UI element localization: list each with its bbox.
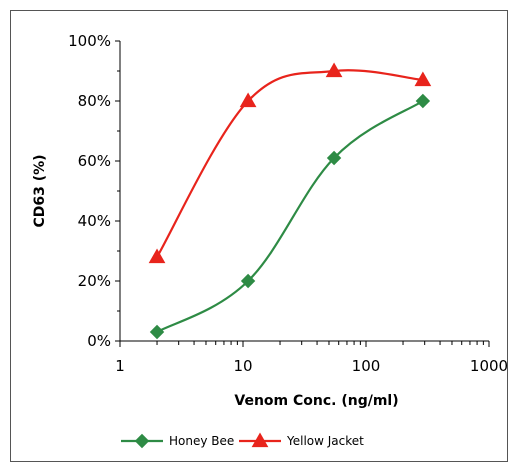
x-axis-ticks: 1 10 100 1000 — [115, 341, 508, 375]
legend: Honey Bee Yellow Jacket — [121, 432, 364, 449]
series-layer — [148, 62, 432, 340]
legend-marker — [251, 432, 269, 448]
honey-bee-line — [156, 100, 424, 333]
y-tick-label: 20% — [78, 272, 111, 290]
legend-item-honey-bee: Honey Bee — [121, 433, 234, 449]
y-tick-label: 60% — [78, 152, 111, 170]
x-tick-label: 1000 — [470, 357, 507, 375]
yellow-jacket-point — [239, 92, 257, 108]
legend-label: Yellow Jacket — [286, 434, 364, 448]
yellow-jacket-point — [325, 62, 343, 78]
y-axis-title: CD63 (%) — [32, 154, 48, 227]
y-tick-label: 0% — [87, 332, 111, 350]
honey-bee-point — [240, 273, 256, 289]
x-tick-label: 1 — [115, 357, 125, 375]
legend-marker — [134, 433, 150, 449]
y-tick-label: 100% — [68, 32, 111, 50]
series-honey-bee — [149, 93, 431, 340]
honey-bee-point — [415, 93, 431, 109]
legend-label: Honey Bee — [169, 434, 234, 448]
y-tick-label: 80% — [78, 92, 111, 110]
yellow-jacket-line — [156, 69, 423, 258]
x-tick-label: 10 — [233, 357, 252, 375]
series-yellow-jacket — [148, 62, 432, 264]
yellow-jacket-point — [414, 71, 432, 87]
yellow-jacket-point — [148, 248, 166, 264]
honey-bee-point — [326, 150, 342, 166]
y-tick-label: 40% — [78, 212, 111, 230]
x-axis-title: Venom Conc. (ng/ml) — [234, 393, 398, 409]
honey-bee-point — [149, 324, 165, 340]
chart: 0% 20% 40% 60% 80% 100% 1 10 100 1000 Venom Conc… — [32, 32, 508, 449]
legend-item-yellow-jacket: Yellow Jacket — [239, 432, 364, 448]
x-tick-label: 100 — [352, 357, 381, 375]
y-axis-ticks: 0% 20% 40% 60% 80% 100% — [68, 32, 120, 350]
chart-frame: 0% 20% 40% 60% 80% 100% 1 10 100 1000 Venom Conc… — [10, 10, 508, 462]
